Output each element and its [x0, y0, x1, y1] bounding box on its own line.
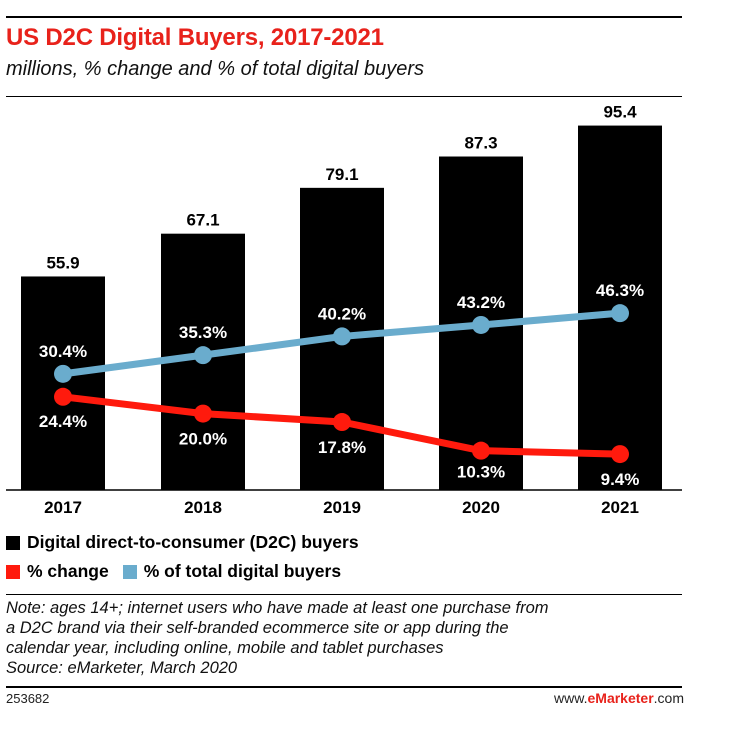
point-value-label: 40.2%: [318, 304, 366, 323]
point-value-label: 9.4%: [601, 470, 640, 489]
point-value-label: 17.8%: [318, 438, 366, 457]
brand-suffix: .com: [653, 690, 684, 706]
point-value-label: 43.2%: [457, 293, 505, 312]
note-source: Source: eMarketer, March 2020: [6, 659, 238, 677]
legend-bars-label: Digital direct-to-consumer (D2C) buyers: [27, 532, 359, 552]
brand-link[interactable]: www.eMarketer.com: [554, 690, 684, 706]
bar-value-label: 87.3: [464, 134, 497, 153]
point-value-label: 35.3%: [179, 323, 227, 342]
series-point: [472, 441, 490, 460]
brand-prefix: www.: [554, 690, 588, 706]
x-tick-label: 2018: [184, 498, 222, 517]
brand-name: eMarketer: [587, 690, 654, 706]
bar-value-label: 95.4: [603, 103, 637, 122]
bottom-rule: [6, 686, 682, 688]
subtitle-rule: [6, 96, 682, 97]
point-value-label: 10.3%: [457, 463, 505, 482]
series-point: [472, 315, 490, 334]
legend-share-swatch: [122, 564, 137, 579]
chart-note: Note: ages 14+; internet users who have …: [6, 598, 686, 678]
bar: [21, 276, 105, 490]
legend-bars-entry: Digital direct-to-consumer (D2C) buyers: [6, 532, 359, 553]
point-value-label: 24.4%: [39, 412, 87, 431]
point-value-label: 30.4%: [39, 342, 87, 361]
point-value-label: 46.3%: [596, 281, 644, 300]
legend-lines-entry: % change % of total digital buyers: [6, 561, 341, 582]
series-point: [54, 364, 72, 383]
chart-title: US D2C Digital Buyers, 2017-2021: [6, 24, 384, 51]
series-point: [333, 413, 351, 432]
bar-value-label: 55.9: [46, 253, 79, 272]
series-point: [194, 346, 212, 365]
x-tick-label: 2020: [462, 498, 500, 517]
legend-change-swatch: [6, 564, 20, 579]
series-point: [194, 404, 212, 423]
chart-subtitle: millions, % change and % of total digita…: [6, 58, 425, 80]
legend-bars-swatch: [6, 535, 20, 550]
note-rule: [6, 594, 682, 595]
note-line: calendar year, including online, mobile …: [6, 639, 444, 657]
point-value-label: 20.0%: [179, 430, 227, 449]
chart-id: 253682: [6, 691, 50, 706]
note-line: a D2C brand via their self-branded ecomm…: [6, 619, 509, 637]
top-rule: [6, 16, 682, 18]
note-line: Note: ages 14+; internet users who have …: [6, 599, 549, 617]
legend-share-label: % of total digital buyers: [143, 561, 342, 581]
series-point: [611, 304, 629, 323]
x-tick-label: 2021: [601, 498, 639, 517]
series-point: [611, 445, 629, 464]
bar-value-label: 67.1: [186, 211, 219, 230]
legend-change-label: % change: [27, 561, 109, 581]
series-point: [333, 327, 351, 346]
series-point: [54, 387, 72, 406]
x-tick-label: 2019: [323, 498, 361, 517]
chart-plot: 55.9 67.1 79.1 87.3 95.4 2017 2018 2019 2020 2021…: [6, 103, 682, 517]
x-tick-label: 2017: [44, 498, 82, 517]
bar-value-label: 79.1: [325, 165, 358, 184]
